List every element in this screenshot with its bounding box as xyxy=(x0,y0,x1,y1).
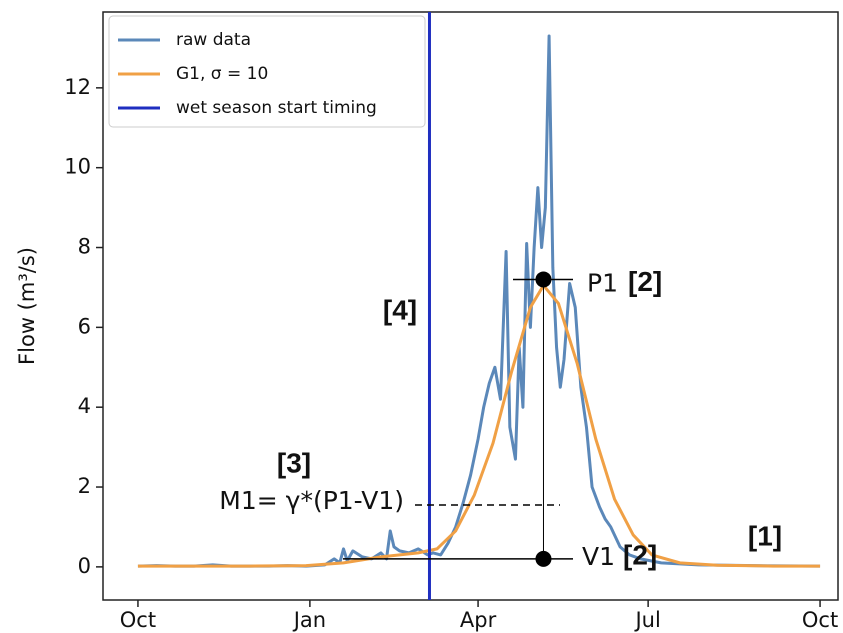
y-tick-label: 10 xyxy=(64,155,91,179)
series-line xyxy=(137,34,821,568)
x-tick-label: Jul xyxy=(633,608,660,632)
legend-label: wet season start timing xyxy=(176,98,377,118)
y-axis-label: Flow (m³/s) xyxy=(15,247,39,365)
x-tick-label: Oct xyxy=(802,608,838,632)
p1-label: P1 xyxy=(587,268,618,297)
v1-tag: [2] xyxy=(623,539,657,570)
plot-frame xyxy=(102,11,839,601)
y-tick-label: 8 xyxy=(78,235,91,259)
p1-marker xyxy=(535,271,552,288)
y-tick-label: 2 xyxy=(78,474,91,498)
timing-tag: [4] xyxy=(383,294,417,325)
x-tick-label: Jan xyxy=(292,608,326,632)
x-tick-label: Apr xyxy=(460,608,497,632)
x-tick-label: Oct xyxy=(120,608,156,632)
v1-label: V1 xyxy=(582,542,615,571)
y-tick-label: 6 xyxy=(78,314,91,338)
legend-label: G1, σ = 10 xyxy=(176,64,268,84)
y-tick-label: 4 xyxy=(78,394,91,418)
legend-box xyxy=(108,15,426,128)
y-tick-label: 0 xyxy=(78,554,91,578)
m1-tag: [3] xyxy=(277,447,311,478)
p1-tag: [2] xyxy=(628,266,662,297)
legend-label: raw data xyxy=(176,30,251,50)
series-line xyxy=(137,283,821,568)
m1-label: M1= γ*(P1-V1) xyxy=(219,486,404,515)
y-tick-label: 12 xyxy=(64,75,91,99)
v1-marker xyxy=(535,550,552,567)
year-tag: [1] xyxy=(748,520,782,551)
